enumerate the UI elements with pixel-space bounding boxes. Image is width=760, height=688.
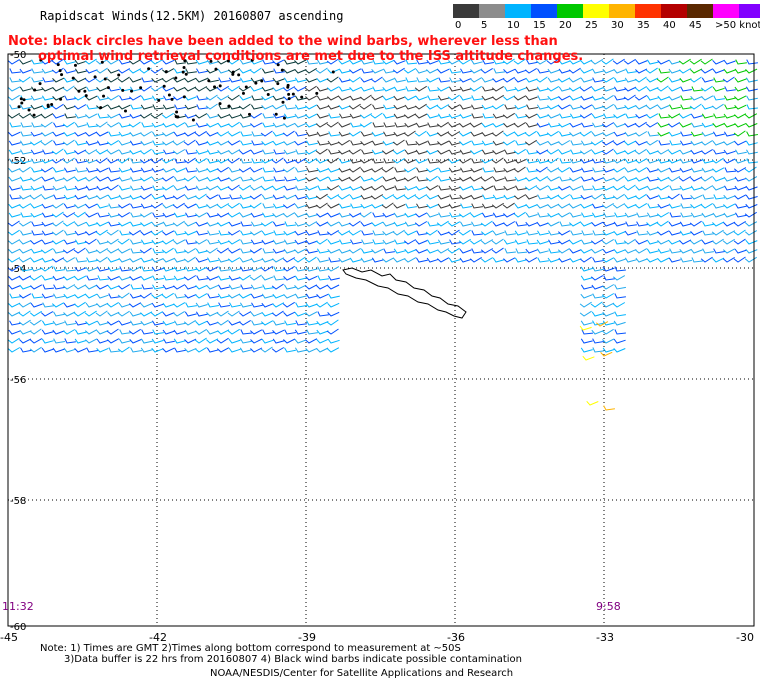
scale-label-0: 0 [455, 20, 462, 31]
scale-swatch-6 [609, 4, 635, 18]
scale-swatch-4 [557, 4, 583, 18]
scale-swatch-10 [713, 4, 739, 18]
lon-label: -42 [149, 631, 167, 644]
scale-swatch-11 [739, 4, 760, 18]
footer-line-1: Note: 1) Times are GMT 2)Times along bot… [40, 643, 461, 654]
scale-label-2: 10 [507, 20, 520, 31]
scale-label-5: 25 [585, 20, 598, 31]
map-title: Rapidscat Winds(12.5KM) 20160807 ascendi… [40, 9, 344, 23]
scale-swatch-9 [687, 4, 713, 18]
map-frame [7, 53, 755, 627]
footer-credit: NOAA/NESDIS/Center for Satellite Applica… [210, 668, 514, 679]
lat-label: -60 [10, 622, 26, 633]
lon-label: -45 [0, 631, 18, 644]
scale-label-3: 15 [533, 20, 546, 31]
south-georgia-island [342, 267, 467, 319]
lat-label: -50 [10, 50, 26, 61]
scale-swatch-7 [635, 4, 661, 18]
note-line-2: optimal wind retrieval conditions are me… [38, 49, 584, 64]
lat-label: -54 [10, 264, 26, 275]
lat-lon-grid: -50-52-54-56-58-60 [8, 50, 754, 633]
scale-swatch-5 [583, 4, 609, 18]
wind-speed-color-scale [453, 4, 760, 18]
scale-swatch-1 [479, 4, 505, 18]
scale-swatch-2 [505, 4, 531, 18]
scale-label-1: 5 [481, 20, 488, 31]
scale-label-6: 30 [611, 20, 624, 31]
scale-swatch-3 [531, 4, 557, 18]
lat-label: -56 [10, 375, 26, 386]
scale-label-7: 35 [637, 20, 650, 31]
wind-speed-scale-labels: 0 5 10 15 20 25 30 35 40 45 >50 knots [453, 20, 760, 32]
scale-label-9: 45 [689, 20, 702, 31]
footer-line-2: 3)Data buffer is 22 hrs from 20160807 4)… [64, 654, 522, 665]
wind-barbs [7, 58, 758, 411]
scale-label-8: 40 [663, 20, 676, 31]
lon-label: -30 [736, 631, 754, 644]
lon-label: -36 [447, 631, 465, 644]
lon-label: -33 [596, 631, 614, 644]
note-line-1: Note: black circles have been added to t… [8, 34, 558, 49]
time-label-right: 9:58 [596, 600, 621, 613]
lon-label: -39 [298, 631, 316, 644]
scale-label-4: 20 [559, 20, 572, 31]
scale-swatch-0 [453, 4, 479, 18]
scale-swatch-8 [661, 4, 687, 18]
time-label-left: 11:32 [2, 600, 34, 613]
scale-label-10: >50 knots [715, 20, 760, 31]
lat-label: -58 [10, 496, 26, 507]
